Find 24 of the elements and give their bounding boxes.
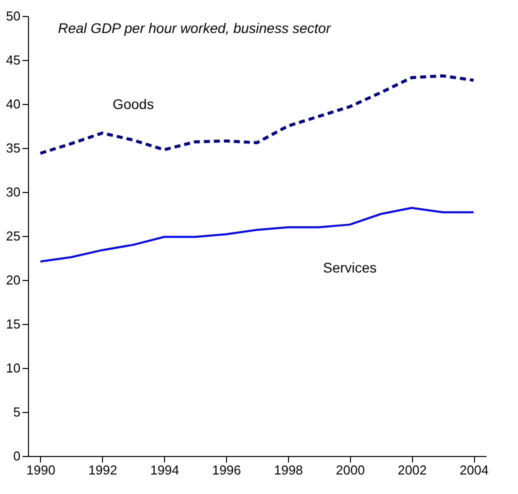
- chart-title: Real GDP per hour worked, business sector: [58, 20, 332, 36]
- y-tick-label: 40: [6, 96, 20, 112]
- x-tick-label: 2004: [460, 462, 489, 478]
- y-tick-label: 35: [6, 140, 20, 156]
- y-tick-label: 5: [13, 404, 20, 420]
- x-tick-label: 2002: [398, 462, 427, 478]
- y-tick-label: 0: [13, 448, 20, 464]
- y-tick-label: 25: [6, 228, 20, 244]
- y-tick-label: 50: [6, 8, 20, 24]
- line-series: [38, 74, 476, 155]
- x-tick-label: 1994: [150, 462, 180, 478]
- text: Services: [322, 260, 377, 276]
- y-tick-label: 15: [6, 316, 20, 332]
- x-tick-label: 1998: [274, 462, 303, 478]
- x-tick-label: 2000: [336, 462, 365, 478]
- series-label: Goods: [112, 96, 154, 112]
- x-tick-label: 1990: [26, 462, 56, 478]
- y-tick-label: 30: [6, 184, 20, 200]
- y-tick-label: 45: [6, 52, 20, 68]
- x-tick-label: 1996: [212, 462, 242, 478]
- y-tick-label: 10: [6, 360, 20, 376]
- line-series: [39, 206, 475, 263]
- y-tick-label: 20: [6, 272, 20, 288]
- x-tick-label: 1992: [88, 462, 118, 478]
